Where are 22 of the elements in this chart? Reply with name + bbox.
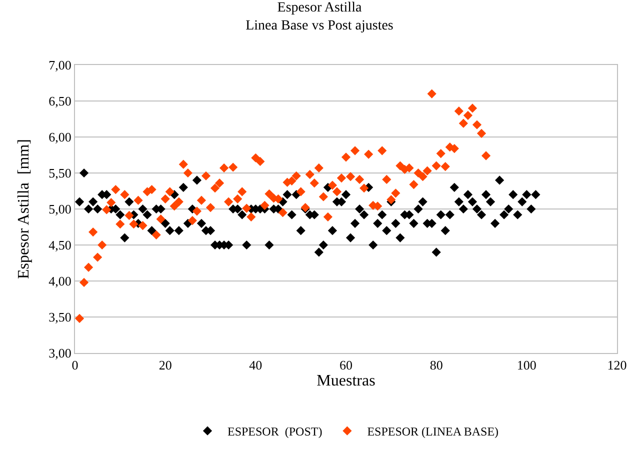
x-axis-title: Muestras — [316, 372, 376, 390]
x-tick-label: 20 — [158, 358, 172, 373]
legend-label: ESPESOR (LINEA BASE) — [367, 424, 499, 439]
y-tick-label: 3,00 — [48, 346, 72, 361]
legend-label: ESPESOR (POST) — [228, 424, 322, 439]
y-tick-label: 4,00 — [48, 274, 72, 289]
x-tick-label: 120 — [607, 358, 627, 373]
y-tick-label: 3,50 — [48, 310, 72, 325]
y-tick-label: 5,50 — [48, 166, 72, 181]
y-tick-label: 6,00 — [48, 130, 72, 145]
x-tick-label: 80 — [430, 358, 443, 373]
chart-title: Espesor Astilla — [277, 0, 362, 16]
x-tick-label: 0 — [72, 358, 78, 373]
x-tick-label: 100 — [516, 358, 536, 373]
x-tick-label: 40 — [249, 358, 262, 373]
y-tick-label: 5,00 — [48, 202, 72, 217]
x-tick-label: 60 — [340, 358, 352, 373]
y-tick-label: 7,00 — [48, 58, 72, 73]
y-axis-title: Espesor Astilla [mm] — [16, 139, 33, 279]
y-tick-label: 4,50 — [48, 238, 72, 253]
chart-subtitle: Linea Base vs Post ajustes — [246, 18, 394, 34]
y-tick-label: 6,50 — [48, 94, 72, 109]
